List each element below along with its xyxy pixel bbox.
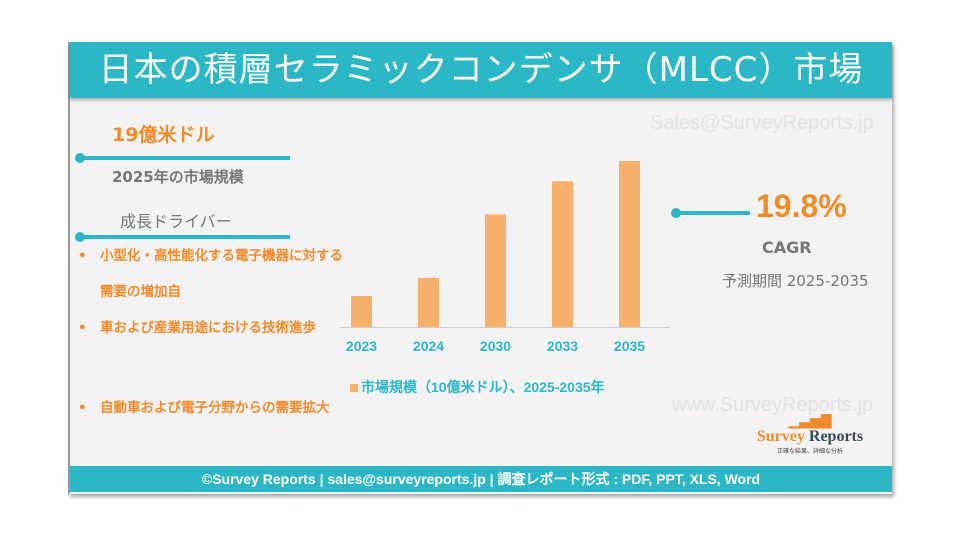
bar-chart bbox=[340, 161, 670, 328]
cagr-label: CAGR bbox=[762, 238, 812, 257]
driver-item: • 小型化・高性能化する電子機器に対する需要の増加自 bbox=[78, 248, 343, 300]
x-tick-label: 2030 bbox=[479, 338, 512, 354]
driver-item: • 車および産業用途における技術進歩 bbox=[78, 320, 316, 336]
bar-2033 bbox=[552, 181, 573, 327]
watermark-site: www.SurveyReports.jp bbox=[672, 394, 874, 416]
bar-2035 bbox=[619, 161, 640, 327]
survey-reports-logo: ▁▃▅▇ Survey Reports 正確な結果、詳細な分析 bbox=[750, 414, 870, 455]
drivers-heading: 成長ドライバー bbox=[120, 212, 232, 231]
watermark-email: Sales@SurveyReports.jp bbox=[650, 112, 874, 134]
chart-legend: 市場規模（10億米ドル）、2025-2035年 bbox=[350, 377, 605, 397]
legend-label: 市場規模（10億米ドル）、2025-2035年 bbox=[361, 379, 605, 395]
legend-swatch bbox=[350, 384, 358, 392]
bar-2023 bbox=[351, 295, 372, 327]
forecast-period: 予測期間 2025-2035 bbox=[722, 272, 869, 290]
divider-line bbox=[78, 235, 290, 239]
x-tick-label: 2033 bbox=[546, 338, 579, 354]
bar-chart-logo-icon: ▁▃▅▇ bbox=[788, 413, 832, 429]
x-tick-label: 2035 bbox=[613, 338, 646, 354]
x-tick-label: 2023 bbox=[345, 338, 378, 354]
footer-bar: ©Survey Reports | sales@surveyreports.jp… bbox=[70, 466, 892, 492]
cagr-value: 19.8% bbox=[756, 188, 847, 224]
x-tick-label: 2024 bbox=[412, 338, 445, 354]
market-size-label: 2025年の市場規模 bbox=[112, 168, 244, 186]
market-size-value: 19億米ドル bbox=[112, 124, 215, 146]
page-title: 日本の積層セラミックコンデンサ（MLCC）市場 bbox=[70, 42, 892, 98]
driver-item: • 自動車および電子分野からの需要拡大 bbox=[78, 400, 330, 416]
divider-line bbox=[78, 156, 290, 160]
bar-2030 bbox=[485, 214, 506, 327]
infographic-card: 日本の積層セラミックコンデンサ（MLCC）市場 Sales@SurveyRepo… bbox=[68, 42, 892, 494]
bar-2024 bbox=[418, 277, 439, 327]
cagr-line bbox=[676, 211, 750, 215]
